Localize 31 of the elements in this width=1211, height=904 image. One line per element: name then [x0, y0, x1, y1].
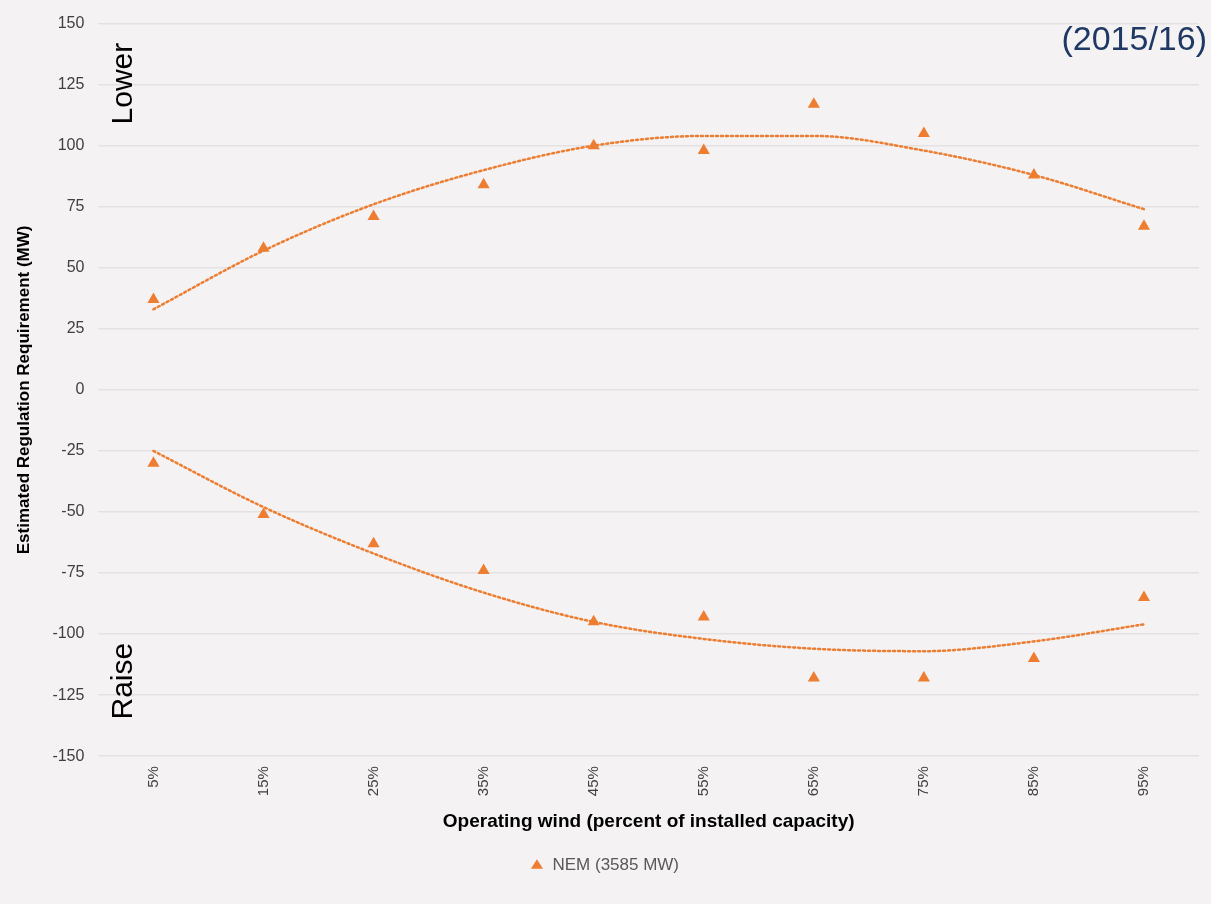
x-tick-label: 55%	[693, 766, 711, 797]
y-tick-label: 75	[66, 197, 85, 215]
y-tick-label: -25	[61, 441, 85, 459]
x-tick-label: 65%	[803, 766, 821, 797]
legend-label: NEM (3585 MW)	[552, 855, 680, 875]
y-tick-label: -150	[52, 746, 85, 764]
y-tick-label: -100	[52, 624, 85, 642]
y-tick-label: 25	[66, 319, 85, 337]
line-series	[152, 134, 1146, 311]
x-tick-label: 15%	[253, 766, 271, 797]
y-tick-label: 125	[57, 75, 85, 93]
x-tick-label: 75%	[914, 766, 931, 797]
x-tick-label: 45%	[583, 766, 601, 797]
y-tick-label: -50	[61, 502, 85, 520]
x-tick-label: 5%	[143, 766, 161, 788]
y-tick-label: -75	[61, 563, 85, 581]
annotation: (2015/16)	[1061, 18, 1207, 57]
annotation: Raise	[104, 642, 138, 720]
x-tick-label: 25%	[363, 766, 381, 797]
annotation: Lower	[104, 42, 138, 125]
y-axis-title: Estimated Regulation Requirement (MW)	[13, 225, 33, 555]
y-tick-label: 100	[57, 136, 85, 154]
y-tick-label: 150	[57, 14, 85, 32]
y-tick-label: 0	[75, 380, 85, 398]
y-tick-label: 50	[66, 258, 85, 276]
x-tick-label: 95%	[1134, 766, 1152, 797]
line-series	[152, 449, 1146, 653]
x-tick-label: 85%	[1024, 766, 1042, 797]
x-axis-title: Operating wind (percent of installed capacity)	[442, 809, 855, 831]
y-tick-label: -125	[52, 685, 85, 703]
x-tick-label: 35%	[473, 766, 491, 797]
